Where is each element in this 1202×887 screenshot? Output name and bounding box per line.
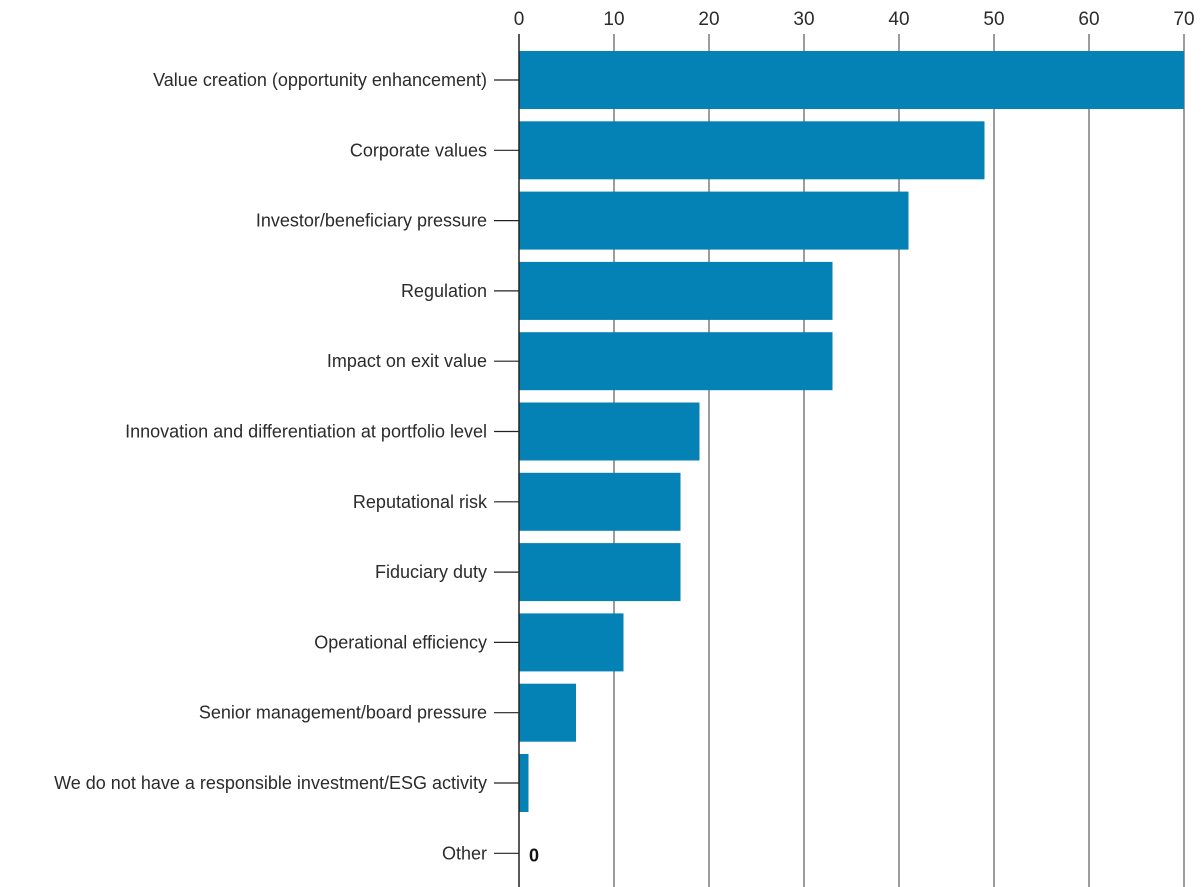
- bar-0: [519, 51, 1184, 109]
- x-tick-label-70: 70: [1173, 9, 1194, 30]
- category-label-0: Value creation (opportunity enhancement): [153, 70, 487, 90]
- category-labels: Value creation (opportunity enhancement)…: [54, 70, 519, 863]
- category-label-7: Fiduciary duty: [375, 562, 487, 582]
- data-label-11: 0: [529, 845, 539, 865]
- bars: [519, 51, 1184, 812]
- x-axis-ticks: 0 10 20 30 40 50 60 70: [514, 9, 1195, 30]
- category-label-11: Other: [442, 843, 487, 863]
- bar-4: [519, 332, 833, 391]
- data-labels: 0: [529, 845, 539, 865]
- x-tick-label-40: 40: [888, 9, 909, 30]
- category-label-9: Senior management/board pressure: [199, 703, 487, 723]
- bar-8: [519, 613, 624, 672]
- x-tick-label-60: 60: [1078, 9, 1099, 30]
- bar-9: [519, 683, 576, 742]
- category-label-10: We do not have a responsible investment/…: [54, 773, 487, 793]
- x-tick-label-10: 10: [603, 9, 624, 30]
- category-label-8: Operational efficiency: [314, 632, 487, 652]
- bar-3: [519, 261, 833, 320]
- category-label-3: Regulation: [401, 281, 487, 301]
- category-label-1: Corporate values: [350, 140, 487, 160]
- bar-2: [519, 191, 909, 250]
- x-tick-label-50: 50: [983, 9, 1004, 30]
- bar-10: [519, 754, 529, 812]
- bar-7: [519, 543, 681, 602]
- bar-5: [519, 402, 700, 461]
- category-label-2: Investor/beneficiary pressure: [256, 211, 487, 231]
- bar-1: [519, 121, 985, 180]
- category-label-5: Innovation and differentiation at portfo…: [125, 422, 487, 442]
- bar-6: [519, 472, 681, 531]
- x-tick-label-20: 20: [698, 9, 719, 30]
- x-tick-label-30: 30: [793, 9, 814, 30]
- category-label-4: Impact on exit value: [327, 351, 487, 371]
- category-label-6: Reputational risk: [353, 492, 488, 512]
- x-tick-label-0: 0: [514, 9, 525, 30]
